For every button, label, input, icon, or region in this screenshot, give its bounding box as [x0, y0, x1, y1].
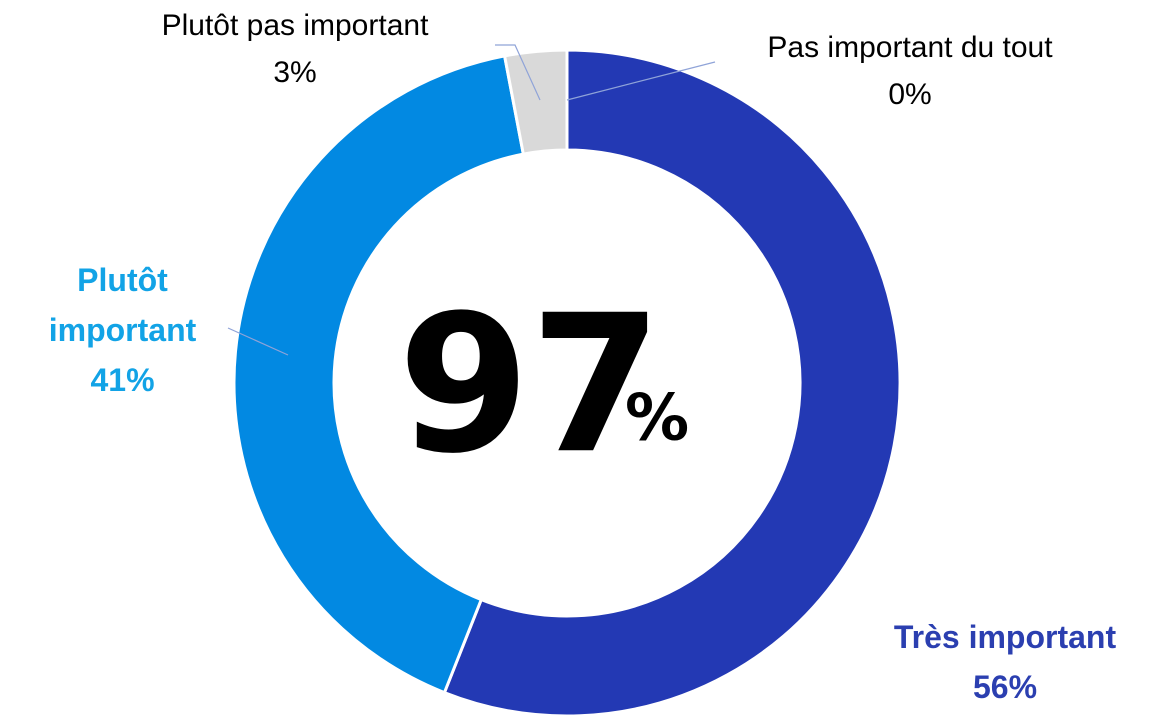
donut-segment	[442, 48, 902, 715]
leader-line	[495, 44, 541, 101]
leader-line	[566, 61, 716, 101]
segment-label: Plutôt important 41%	[10, 255, 235, 405]
donut-segment	[232, 54, 526, 695]
segment-label: Plutôt pas important 3%	[110, 2, 480, 96]
value-label: 0%	[888, 78, 932, 111]
value-label: 56%	[972, 669, 1038, 705]
category-label: Très important	[893, 619, 1117, 655]
center-value: 97	[398, 274, 662, 495]
value-label: 3%	[273, 56, 317, 89]
leader-line	[227, 327, 289, 356]
center-suffix: %	[625, 382, 689, 456]
segment-label: Pas important du tout 0%	[720, 24, 1100, 118]
value-label: 41%	[90, 362, 155, 398]
segment-label: Très important 56%	[845, 612, 1165, 712]
category-label: Plutôt important	[48, 262, 197, 348]
category-label: Pas important du tout	[767, 31, 1053, 64]
category-label: Plutôt pas important	[161, 9, 429, 42]
